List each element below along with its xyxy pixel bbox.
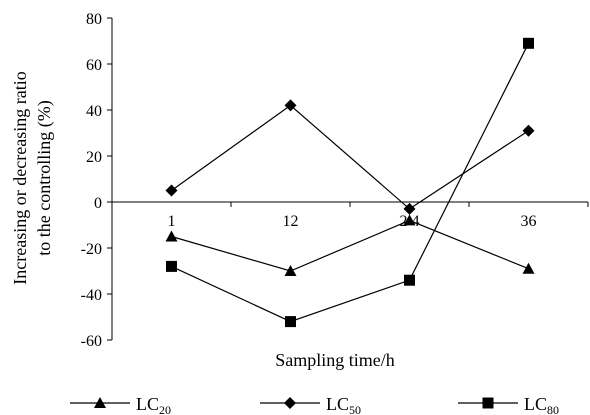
legend: LC20 LC50 LC80: [70, 394, 559, 415]
data-point-diamond: [403, 202, 416, 215]
legend-item: LC50: [260, 394, 361, 415]
legend-label-name: LC: [136, 394, 159, 414]
series-diamond: [165, 99, 535, 215]
y-axis-title-line-1: Increasing or decreasing ratio: [10, 71, 30, 284]
y-tick-label: 20: [86, 149, 102, 166]
legend-label: LC20: [136, 394, 171, 415]
data-point-triangle: [165, 230, 178, 242]
legend-marker-diamond: [284, 397, 296, 409]
series-line: [171, 219, 529, 272]
legend-label-subscript: 50: [349, 403, 361, 415]
y-tick-label: -20: [81, 241, 102, 258]
y-tick-label: 40: [86, 103, 102, 120]
legend-label: LC80: [524, 394, 559, 415]
x-axis-ticks: 1 12 2 4 36: [168, 202, 589, 230]
legend-label: LC50: [326, 394, 361, 415]
data-point-square: [523, 37, 534, 49]
legend-marker-square: [482, 397, 494, 409]
legend-label-subscript: 20: [159, 403, 171, 415]
x-tick-label: 12: [283, 213, 299, 230]
legend-marker-triangle: [94, 397, 106, 408]
y-tick-label: 0: [94, 195, 102, 212]
legend-label-name: LC: [524, 394, 547, 414]
y-tick-label: 60: [86, 57, 102, 74]
series-line: [171, 43, 530, 323]
y-axis-title-line-2: to the controlling (%): [34, 100, 55, 255]
y-axis-title: Increasing or decreasing ratio to the co…: [10, 71, 55, 284]
data-point-triangle: [403, 214, 416, 226]
y-tick-label: -60: [81, 333, 102, 350]
x-tick-label: 36: [521, 213, 537, 230]
series-line: [171, 104, 529, 210]
y-tick-label: 80: [86, 11, 102, 28]
series-square: [166, 37, 534, 328]
data-point-square: [404, 274, 415, 286]
legend-item: LC20: [70, 394, 171, 415]
series-layer: [165, 37, 535, 328]
legend-item: LC80: [458, 394, 559, 415]
y-tick-label: -40: [81, 287, 102, 304]
data-point-square: [166, 260, 177, 272]
x-tick-label: 1: [168, 213, 176, 230]
x-axis-title: Sampling time/h: [275, 350, 395, 370]
data-point-square: [285, 316, 296, 328]
legend-label-subscript: 80: [547, 403, 559, 415]
series-triangle: [165, 214, 535, 276]
data-point-diamond: [522, 124, 535, 137]
data-point-diamond: [165, 184, 178, 197]
data-point-diamond: [284, 99, 297, 112]
data-point-triangle: [522, 262, 535, 274]
data-point-triangle: [284, 265, 297, 276]
y-axis-ticks: -60 -40 -20 0 20 40 60 80: [81, 11, 112, 350]
legend-label-name: LC: [326, 394, 349, 414]
